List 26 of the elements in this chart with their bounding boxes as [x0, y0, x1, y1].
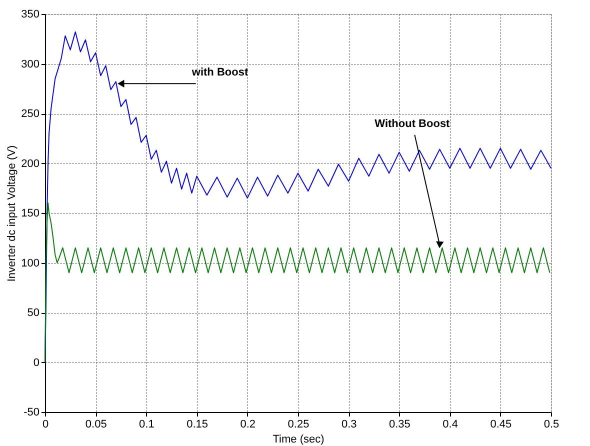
y-tick-label: 150: [21, 208, 40, 220]
x-tick-label: 0.3: [341, 418, 357, 430]
x-tick-label: 0.05: [85, 418, 107, 430]
y-axis-title: Inverter dc input Voltage (V): [6, 145, 18, 282]
y-tick-label: 250: [21, 108, 40, 120]
annotation: with Boost: [190, 66, 248, 79]
x-axis-title: Time (sec): [272, 434, 324, 446]
x-tick-label: 0.35: [388, 418, 410, 430]
annotation: Without Boost: [374, 118, 450, 130]
y-tick-label: 300: [21, 58, 40, 70]
y-tick-label: 350: [21, 8, 40, 20]
line-series: [44, 31, 552, 363]
y-tick-label: -50: [24, 406, 40, 418]
x-tick-label: 0.2: [240, 418, 256, 430]
y-tick-label: 50: [27, 307, 40, 319]
y-tick-label: 100: [21, 257, 40, 270]
x-tick-label: 0.1: [139, 418, 154, 430]
x-tick-label: 0.15: [186, 418, 208, 430]
line-series: [44, 202, 550, 363]
x-tick-label: 0.5: [544, 418, 560, 430]
x-tick-label: 0.45: [490, 418, 512, 430]
y-tick-label: 200: [21, 158, 40, 170]
x-tick-label: 0: [42, 418, 49, 430]
y-tick-label: 0: [33, 356, 40, 369]
x-tick-label: 0.4: [442, 418, 458, 430]
x-tick-label: 0.25: [288, 418, 310, 430]
